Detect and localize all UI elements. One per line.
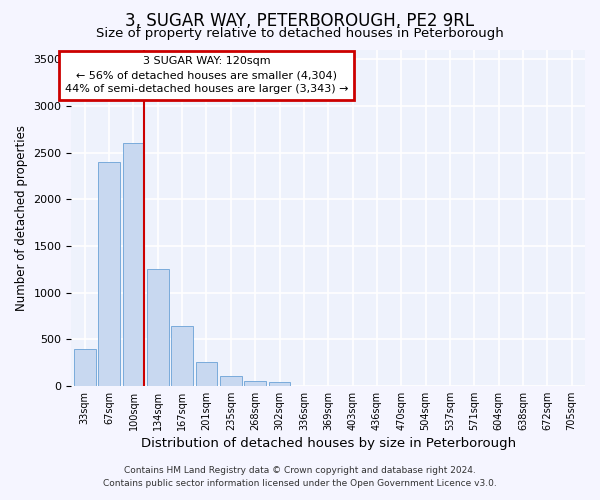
Bar [122, 144, 145, 386]
Bar [269, 382, 290, 386]
Text: 3 SUGAR WAY: 120sqm
← 56% of detached houses are smaller (4,304)
44% of semi-det: 3 SUGAR WAY: 120sqm ← 56% of detached ho… [65, 56, 348, 94]
Bar [244, 381, 266, 386]
Y-axis label: Number of detached properties: Number of detached properties [15, 125, 28, 311]
Text: Contains HM Land Registry data © Crown copyright and database right 2024.
Contai: Contains HM Land Registry data © Crown c… [103, 466, 497, 487]
Bar [220, 376, 242, 386]
Bar [171, 326, 193, 386]
Bar [147, 269, 169, 386]
X-axis label: Distribution of detached houses by size in Peterborough: Distribution of detached houses by size … [140, 437, 516, 450]
Text: 3, SUGAR WAY, PETERBOROUGH, PE2 9RL: 3, SUGAR WAY, PETERBOROUGH, PE2 9RL [125, 12, 475, 30]
Bar [98, 162, 120, 386]
Text: Size of property relative to detached houses in Peterborough: Size of property relative to detached ho… [96, 28, 504, 40]
Bar [196, 362, 217, 386]
Bar [74, 348, 96, 386]
